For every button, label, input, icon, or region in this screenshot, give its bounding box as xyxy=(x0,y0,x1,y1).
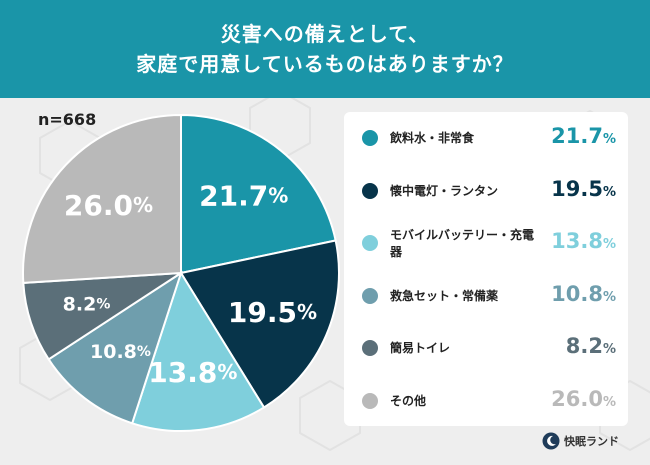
pie-slice-1 xyxy=(179,239,340,409)
legend-value: 10.8% xyxy=(551,281,616,306)
legend-item: 簡易トイレ 8.2% xyxy=(344,322,628,374)
moon-logo-icon xyxy=(542,432,560,450)
pie-slice-2 xyxy=(130,270,266,432)
legend-item: 飲料水・非常食 21.7% xyxy=(344,112,628,164)
pie-slice-0 xyxy=(180,113,337,275)
legend: 飲料水・非常食 21.7% 懐中電灯・ランタン 19.5% モバイルバッテリー・充電器 1… xyxy=(344,112,628,426)
pie-slice-3 xyxy=(47,270,183,425)
title-line-2: 家庭で用意しているものはありますか？ xyxy=(136,52,514,76)
legend-item: その他 26.0% xyxy=(344,375,628,427)
pie-label-4: 8.2% xyxy=(63,293,111,315)
pie-label-0: 21.7% xyxy=(199,179,288,212)
legend-label: その他 xyxy=(390,393,427,408)
legend-swatch xyxy=(362,130,378,146)
legend-item: モバイルバッテリー・充電器 13.8% xyxy=(344,217,628,269)
title-banner: 災害への備えとして、 家庭で用意しているものはありますか？ xyxy=(0,0,650,98)
legend-label: 飲料水・非常食 xyxy=(390,131,475,145)
pie-chart: 21.7% 19.5% 13.8%10.8% 8.2% 26.0% xyxy=(22,113,340,432)
pie-label-3: 10.8% xyxy=(90,341,151,363)
sample-size: n=668 xyxy=(38,110,97,129)
legend-value: 19.5% xyxy=(551,176,616,201)
legend-swatch xyxy=(362,287,378,304)
legend-swatch xyxy=(362,182,378,199)
pie-label-2: 13.8% xyxy=(148,355,237,388)
legend-label: 救急セット・常備薬 xyxy=(390,288,499,303)
title-line-1: 災害への備えとして、 xyxy=(220,22,430,46)
legend-swatch xyxy=(362,392,378,409)
legend-item: 懐中電灯・ランタン 19.5% xyxy=(344,165,628,217)
pie-label-1: 19.5% xyxy=(228,296,317,329)
legend-label: モバイルバッテリー・充電器 xyxy=(390,228,535,259)
brand-name: 快眠ランド xyxy=(564,435,619,448)
legend-value: 26.0% xyxy=(551,386,616,411)
pie-label-5: 26.0% xyxy=(64,188,153,221)
pie-slice-5 xyxy=(22,113,182,284)
legend-value: 21.7% xyxy=(551,124,616,148)
brand-logo: 快眠ランド xyxy=(542,432,619,450)
legend-swatch xyxy=(362,235,378,251)
legend-value: 8.2% xyxy=(565,334,616,358)
legend-label: 簡易トイレ xyxy=(390,341,451,355)
legend-label: 懐中電灯・ランタン xyxy=(390,183,499,198)
legend-item: 救急セット・常備薬 10.8% xyxy=(344,270,628,322)
legend-swatch xyxy=(362,340,378,356)
legend-value: 13.8% xyxy=(551,229,616,253)
